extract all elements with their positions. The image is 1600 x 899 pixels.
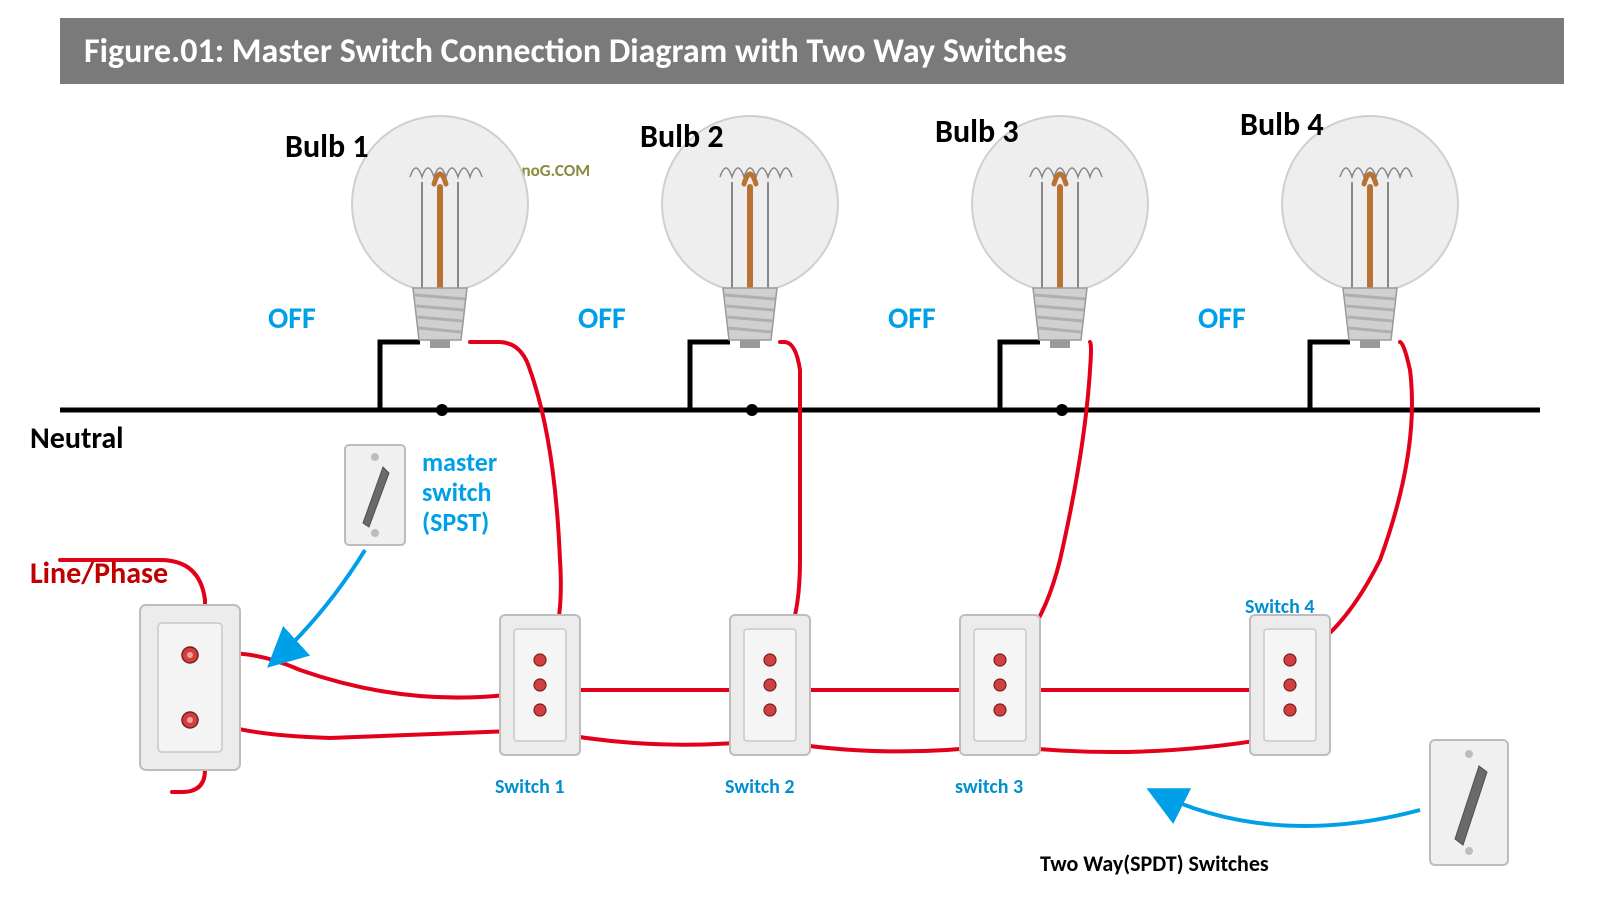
- switch-to-bulb-wire: [770, 342, 800, 660]
- master-switch-label-line: (SPST): [422, 508, 497, 538]
- bulb-off-label: OFF: [1198, 300, 1246, 337]
- switch-label: switch 3: [955, 775, 1023, 799]
- neutral-drop: [1310, 342, 1350, 410]
- switch-to-bulb-wire: [1000, 342, 1091, 660]
- bulb-icon: [1282, 116, 1458, 348]
- two-way-switch-icon: [500, 615, 580, 755]
- master-switch-label-line: master: [422, 448, 497, 478]
- bulb-off-label: OFF: [578, 300, 626, 337]
- bulb-label: Bulb 4: [1240, 105, 1324, 144]
- bulb-off-label: OFF: [268, 300, 316, 337]
- bulb-icon: [352, 116, 528, 348]
- line-phase-label: Line/Phase: [30, 555, 168, 592]
- wiring-svg: [0, 0, 1600, 899]
- bulb-off-label: OFF: [888, 300, 936, 337]
- switch-label: Switch 1: [495, 775, 565, 799]
- master-switch-label-line: switch: [422, 478, 497, 508]
- bulb-label: Bulb 3: [935, 112, 1019, 151]
- spdt-arrow: [1150, 790, 1420, 826]
- master-switch-label: masterswitch(SPST): [422, 448, 497, 538]
- master-switch-icon: [345, 445, 405, 545]
- bulb-label: Bulb 2: [640, 117, 724, 156]
- two-way-switch-icon: [1250, 615, 1330, 755]
- spdt-switch-icon: [1430, 740, 1508, 865]
- neutral-drop: [380, 342, 420, 410]
- master-switch-arrow: [270, 550, 365, 665]
- two-way-switch-icon: [960, 615, 1040, 755]
- neutral-label: Neutral: [30, 420, 124, 457]
- spdt-switches-label: Two Way(SPDT) Switches: [1040, 850, 1269, 877]
- neutral-drop: [1000, 342, 1040, 410]
- main-switch-icon: [140, 605, 240, 770]
- two-way-switch-icon: [730, 615, 810, 755]
- bulb-label: Bulb 1: [285, 127, 369, 166]
- switch-label: Switch 2: [725, 775, 795, 799]
- switch-label: Switch 4: [1245, 595, 1315, 619]
- diagram-canvas: Figure.01: Master Switch Connection Diag…: [0, 0, 1600, 899]
- neutral-drop: [690, 342, 730, 410]
